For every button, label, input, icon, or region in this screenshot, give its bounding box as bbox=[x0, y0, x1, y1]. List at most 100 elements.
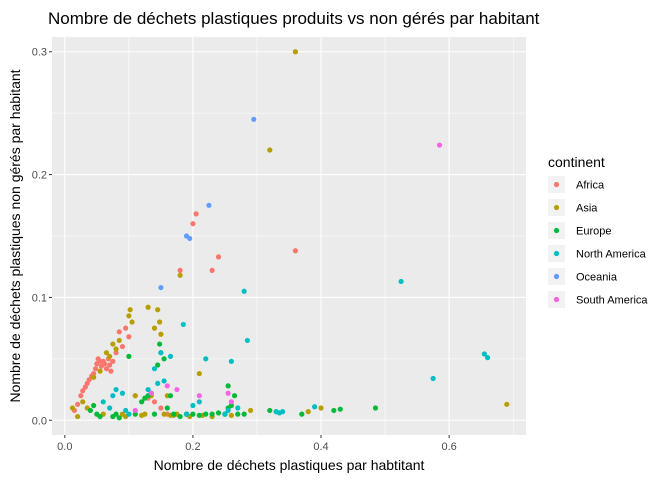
data-point-europe bbox=[241, 411, 247, 417]
data-point-europe bbox=[155, 362, 161, 368]
data-point-africa bbox=[123, 325, 129, 331]
data-point-europe bbox=[215, 410, 222, 416]
data-point-africa bbox=[92, 366, 99, 372]
legend-label-europe: Europe bbox=[576, 226, 611, 238]
x-tick-label: 0.0 bbox=[57, 441, 72, 453]
data-point-asia bbox=[132, 393, 138, 399]
legend-label-oceania: Oceania bbox=[576, 272, 618, 284]
data-points bbox=[69, 49, 510, 421]
data-point-north-america bbox=[203, 356, 209, 362]
data-point-oceania bbox=[187, 235, 193, 242]
data-point-oceania bbox=[158, 284, 164, 291]
data-point-oceania bbox=[206, 202, 212, 208]
data-point-africa bbox=[75, 401, 81, 407]
data-point-europe bbox=[372, 405, 379, 411]
data-point-europe bbox=[113, 411, 119, 417]
data-point-europe bbox=[228, 402, 234, 409]
data-point-africa bbox=[91, 370, 97, 377]
legend-title: continent bbox=[548, 154, 605, 170]
legend-background bbox=[548, 176, 658, 315]
data-point-south-america bbox=[228, 399, 234, 405]
data-point-europe bbox=[164, 405, 170, 411]
data-point-north-america bbox=[279, 409, 286, 415]
x-axis-ticks: 0.0 0.2 0.4 0.6 bbox=[57, 435, 457, 453]
data-point-south-america bbox=[174, 386, 180, 393]
data-point-europe bbox=[161, 356, 167, 362]
data-point-asia bbox=[127, 307, 133, 313]
data-point-africa bbox=[80, 388, 86, 394]
data-point-europe bbox=[267, 407, 273, 414]
data-point-north-america bbox=[161, 378, 167, 384]
data-point-europe bbox=[171, 411, 177, 417]
data-point-asia bbox=[161, 411, 167, 417]
data-point-north-america bbox=[481, 351, 487, 357]
data-point-north-america bbox=[241, 288, 247, 294]
data-point-asia bbox=[228, 412, 234, 418]
data-point-north-america bbox=[430, 375, 436, 382]
legend-marker-oceania bbox=[553, 273, 560, 280]
data-point-south-america bbox=[132, 407, 138, 414]
data-point-north-america bbox=[235, 405, 241, 411]
data-point-asia bbox=[305, 409, 311, 415]
data-point-asia bbox=[177, 272, 183, 278]
data-point-north-america bbox=[398, 278, 404, 285]
y-tick-label: 0.3 bbox=[32, 47, 47, 59]
data-point-asia bbox=[110, 341, 116, 347]
major-gridlines bbox=[52, 37, 526, 435]
data-point-north-america bbox=[113, 386, 119, 393]
data-point-europe bbox=[225, 383, 231, 389]
data-point-asia bbox=[97, 368, 103, 374]
data-point-africa bbox=[177, 267, 183, 273]
legend-marker-north-america bbox=[553, 250, 560, 257]
data-point-north-america bbox=[100, 399, 106, 405]
data-point-north-america bbox=[196, 399, 202, 405]
data-point-europe bbox=[299, 411, 305, 417]
y-tick-label: 0.0 bbox=[32, 415, 47, 427]
data-point-asia bbox=[157, 319, 163, 325]
data-point-asia bbox=[318, 405, 324, 411]
legend: continent Africa Asia Europe North America O… bbox=[548, 154, 658, 315]
data-point-asia bbox=[267, 147, 273, 153]
data-point-africa bbox=[116, 329, 122, 335]
data-point-asia bbox=[247, 407, 254, 414]
data-point-europe bbox=[337, 406, 343, 412]
data-point-africa bbox=[101, 361, 108, 367]
data-point-north-america bbox=[107, 405, 113, 411]
data-point-north-america bbox=[126, 411, 132, 417]
data-point-europe bbox=[126, 353, 132, 359]
data-point-asia bbox=[126, 313, 132, 319]
chart-title: Nombre de déchets plastiques produits vs… bbox=[48, 9, 540, 28]
data-point-europe bbox=[196, 412, 202, 418]
data-point-north-america bbox=[155, 380, 161, 387]
legend-marker-asia bbox=[553, 204, 560, 211]
data-point-north-america bbox=[180, 321, 186, 328]
data-point-north-america bbox=[244, 337, 250, 344]
x-tick-label: 0.6 bbox=[441, 441, 456, 453]
data-point-south-america bbox=[436, 142, 443, 148]
data-point-north-america bbox=[228, 358, 234, 364]
data-point-europe bbox=[331, 407, 337, 414]
data-point-north-america bbox=[145, 386, 151, 393]
data-point-africa bbox=[151, 399, 158, 405]
data-point-north-america bbox=[225, 407, 231, 414]
data-point-north-america bbox=[222, 411, 228, 417]
data-point-asia bbox=[155, 307, 161, 313]
data-point-north-america bbox=[119, 390, 126, 396]
data-point-africa bbox=[193, 211, 199, 217]
data-point-africa bbox=[108, 368, 114, 374]
x-axis-label: Nombre de déchets plastiques par habtita… bbox=[154, 457, 425, 473]
data-point-north-america bbox=[183, 411, 190, 417]
x-tick-label: 0.2 bbox=[185, 441, 200, 453]
data-point-north-america bbox=[151, 366, 158, 372]
data-point-africa bbox=[190, 221, 196, 227]
data-point-africa bbox=[292, 248, 299, 254]
data-point-africa bbox=[158, 405, 164, 411]
x-tick-label: 0.4 bbox=[313, 441, 328, 453]
data-point-europe bbox=[203, 411, 209, 417]
data-point-europe bbox=[209, 411, 215, 417]
data-point-north-america bbox=[190, 402, 196, 409]
data-point-asia bbox=[103, 350, 110, 356]
legend-marker-africa bbox=[553, 181, 560, 188]
